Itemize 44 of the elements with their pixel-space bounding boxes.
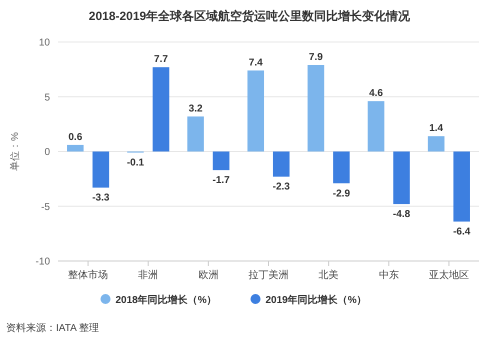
data-label: 7.9 [308,52,324,63]
y-tick-label: 10 [38,38,50,48]
data-label: -1.7 [212,175,230,186]
x-tick-label: 非洲 [138,269,158,281]
bar [67,144,84,152]
data-label: 1.4 [429,123,444,134]
bar [333,152,350,184]
bar [212,152,230,170]
x-tick-label: 北美 [318,269,339,281]
data-label: 3.2 [188,103,203,114]
y-tick-label: 0 [44,147,50,158]
bar [368,101,384,152]
y-tick-label: 5 [44,92,50,104]
legend-label: 2019年同比增长（%） [266,294,367,306]
x-tick-label: 拉丁美洲 [248,269,288,281]
y-axis-title: 单位：% [9,132,21,171]
data-label: -4.8 [392,209,411,220]
data-label: 7.7 [154,54,168,66]
legend-label: 2018年同比增长（%） [116,294,217,306]
bar [187,116,204,152]
data-label: 7.4 [248,57,264,68]
x-tick-label: 亚太地区 [428,269,469,281]
x-tick-label: 中东 [378,269,399,281]
data-label: -2.9 [332,188,350,200]
bar [453,152,470,222]
x-tick-label: 欧洲 [198,269,218,281]
data-label: 0.6 [68,132,83,143]
bar [393,152,410,204]
x-tick-label: 整体市场 [68,269,108,281]
data-label: -2.3 [272,182,290,193]
chart-title: 2018-2019年全球各区域航空货运吨公里数同比增长变化情况 [88,9,412,23]
bar [247,70,264,152]
data-label: -0.1 [126,158,145,169]
bar [92,152,110,188]
data-label: -3.3 [92,192,110,204]
bar [308,64,324,152]
data-label: -6.4 [453,226,471,238]
y-tick-label: -5 [41,202,50,213]
y-tick-label: -10 [36,256,50,268]
bar [272,152,290,177]
text: 资料来源：IATA 整理 [6,322,99,334]
bar [152,67,170,152]
bar [428,136,444,152]
data-label: 4.6 [369,88,384,100]
